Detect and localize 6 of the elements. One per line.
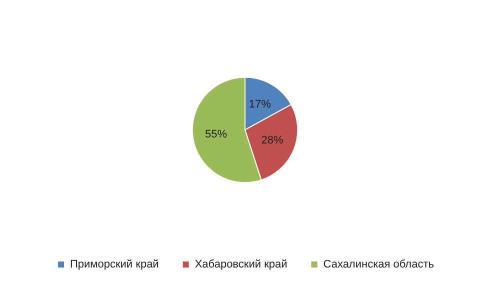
data-label: 55% (205, 128, 228, 140)
legend-label: Хабаровский край (194, 258, 288, 270)
data-label: 17% (248, 98, 272, 111)
legend-label: Сахалинская область (323, 258, 434, 270)
legend-label: Приморский край (70, 258, 159, 270)
data-label: 28% (261, 134, 284, 147)
